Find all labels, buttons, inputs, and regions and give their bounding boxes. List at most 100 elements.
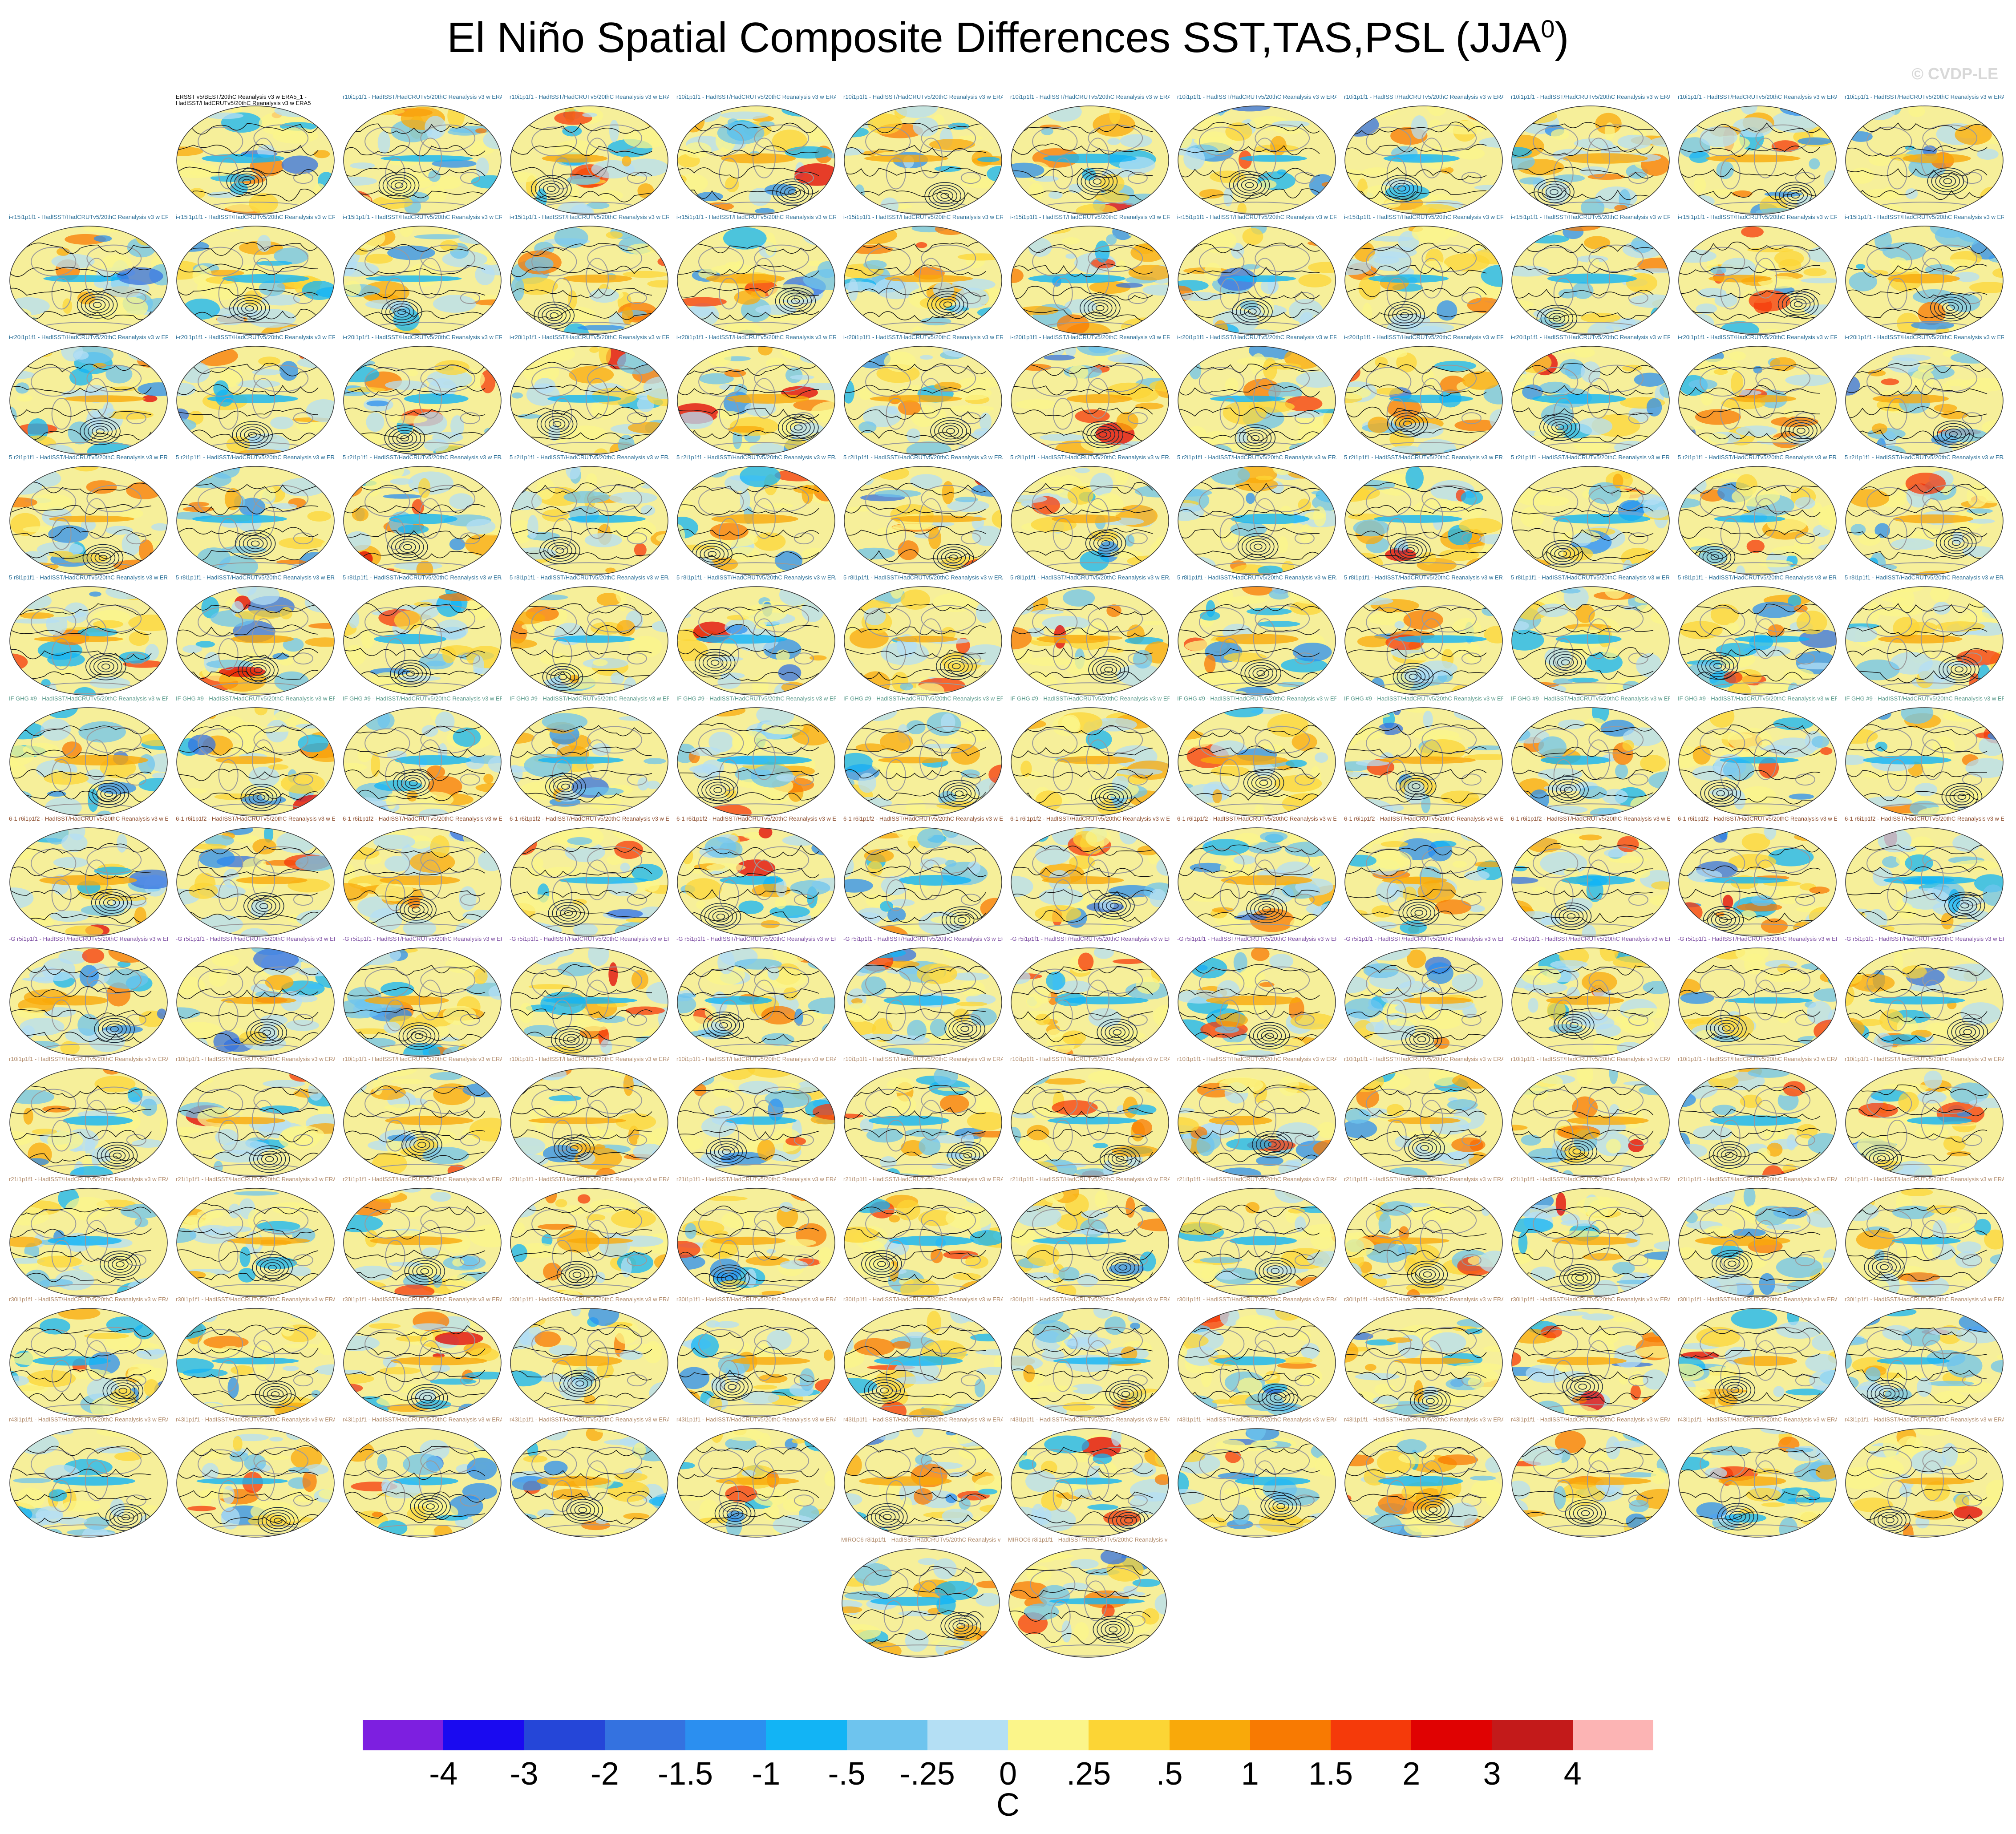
composite-map	[176, 1428, 335, 1538]
composite-map	[510, 947, 668, 1057]
title-superscript: 0	[1541, 15, 1555, 43]
composite-map	[9, 466, 168, 575]
composite-map	[1511, 1308, 1670, 1417]
map-panel: r10i1p1f1 - HadISST/HadCRUTv5/20thC Rean…	[176, 1056, 335, 1178]
map-panel: r43i1p1f1 - HadISST/HadCRUTv5/20thC Rean…	[1678, 1416, 1837, 1539]
panel-label: -G r5i1p1f1 - HadISST/HadCRUTv5/20thC Re…	[510, 935, 669, 942]
composite-map	[1511, 947, 1670, 1057]
panel-label: IF GHG #9 - HadISST/HadCRUTv5/20thC Rean…	[1344, 695, 1503, 702]
composite-map	[343, 1068, 502, 1177]
map-panel: r10i1p1f1 - HadISST/HadCRUTv5/20thC Rean…	[843, 93, 1003, 216]
composite-map	[1344, 947, 1503, 1057]
panel-label: i-r15i1p1f1 - HadISST/HadCRUTv5/20thC Re…	[1010, 214, 1170, 220]
map-panel: r21i1p1f1 - HadISST/HadCRUTv5/20thC Rean…	[676, 1176, 836, 1299]
composite-map	[176, 1188, 335, 1297]
panel-label: r30i1p1f1 - HadISST/HadCRUTv5/20thC Rean…	[1010, 1296, 1170, 1303]
composite-map	[844, 1308, 1002, 1417]
panel-label: 5 r2i1p1f1 - HadISST/HadCRUTv5/20thC Rea…	[176, 454, 335, 461]
composite-map	[1011, 346, 1169, 455]
panel-label: r30i1p1f1 - HadISST/HadCRUTv5/20thC Rean…	[676, 1296, 836, 1303]
map-panel: r30i1p1f1 - HadISST/HadCRUTv5/20thC Rean…	[1344, 1296, 1503, 1419]
map-panel: 5 r8i1p1f1 - HadISST/HadCRUTv5/20thC Rea…	[9, 574, 168, 697]
figure-title: El Niño Spatial Composite Differences SS…	[447, 14, 1569, 61]
composite-map	[9, 226, 168, 335]
composite-map	[9, 1428, 168, 1538]
panel-label: r30i1p1f1 - HadISST/HadCRUTv5/20thC Rean…	[1511, 1296, 1670, 1303]
panel-label: i-r15i1p1f1 - HadISST/HadCRUTv5/20thC Re…	[1344, 214, 1503, 220]
map-panel: 5 r2i1p1f1 - HadISST/HadCRUTv5/20thC Rea…	[1678, 454, 1837, 577]
map-panel: r43i1p1f1 - HadISST/HadCRUTv5/20thC Rean…	[676, 1416, 836, 1539]
panel-label: 6-1 r6i1p1f2 - HadISST/HadCRUTv5/20thC R…	[1845, 815, 2004, 822]
map-panel: IF GHG #9 - HadISST/HadCRUTv5/20thC Rean…	[343, 695, 502, 818]
map-panel: r30i1p1f1 - HadISST/HadCRUTv5/20thC Rean…	[676, 1296, 836, 1419]
panel-label: r21i1p1f1 - HadISST/HadCRUTv5/20thC Rean…	[1010, 1176, 1170, 1182]
panel-label: i-r20i1p1f1 - HadISST/HadCRUTv5/20thC Re…	[1678, 334, 1837, 340]
map-panel: -G r5i1p1f1 - HadISST/HadCRUTv5/20thC Re…	[1678, 935, 1837, 1058]
composite-map	[1178, 105, 1336, 215]
composite-map	[176, 707, 335, 817]
composite-map	[844, 105, 1002, 215]
panel-label: IF GHG #9 - HadISST/HadCRUTv5/20thC Rean…	[1177, 695, 1336, 702]
panel-label: IF GHG #9 - HadISST/HadCRUTv5/20thC Rean…	[1511, 695, 1670, 702]
composite-map	[1178, 1188, 1336, 1297]
colorbar-segment	[1089, 1720, 1170, 1750]
composite-map	[1678, 346, 1837, 455]
panel-label: 5 r8i1p1f1 - HadISST/HadCRUTv5/20thC Rea…	[1678, 574, 1837, 581]
colorbar-segment	[1169, 1720, 1250, 1750]
panel-label: 5 r8i1p1f1 - HadISST/HadCRUTv5/20thC Rea…	[510, 574, 669, 581]
map-panel: i-r15i1p1f1 - HadISST/HadCRUTv5/20thC Re…	[1177, 214, 1336, 336]
panel-label: i-r20i1p1f1 - HadISST/HadCRUTv5/20thC Re…	[1845, 334, 2004, 340]
map-panel: r30i1p1f1 - HadISST/HadCRUTv5/20thC Rean…	[176, 1296, 335, 1419]
composite-map	[176, 827, 335, 937]
panel-label: IF GHG #9 - HadISST/HadCRUTv5/20thC Rean…	[843, 695, 1003, 702]
panel-label: r30i1p1f1 - HadISST/HadCRUTv5/20thC Rean…	[1177, 1296, 1336, 1303]
composite-map	[1845, 105, 2004, 215]
panel-label: -G r5i1p1f1 - HadISST/HadCRUTv5/20thC Re…	[1845, 935, 2004, 942]
map-panel: 5 r8i1p1f1 - HadISST/HadCRUTv5/20thC Rea…	[1511, 574, 1670, 697]
map-panel: -G r5i1p1f1 - HadISST/HadCRUTv5/20thC Re…	[343, 935, 502, 1058]
panel-label: r10i1p1f1 - HadISST/HadCRUTv5/20thC Rean…	[9, 1056, 168, 1062]
map-panel: r21i1p1f1 - HadISST/HadCRUTv5/20thC Rean…	[1344, 1176, 1503, 1299]
map-panel: r10i1p1f1 - HadISST/HadCRUTv5/20thC Rean…	[1344, 93, 1503, 216]
map-panel: 5 r2i1p1f1 - HadISST/HadCRUTv5/20thC Rea…	[9, 454, 168, 577]
colorbar-segment	[1492, 1720, 1573, 1750]
composite-map	[1678, 466, 1837, 575]
panel-label: 6-1 r6i1p1f2 - HadISST/HadCRUTv5/20thC R…	[510, 815, 669, 822]
panel-label: i-r20i1p1f1 - HadISST/HadCRUTv5/20thC Re…	[843, 334, 1003, 340]
panel-label: r43i1p1f1 - HadISST/HadCRUTv5/20thC Rean…	[1010, 1416, 1170, 1423]
composite-map	[677, 1308, 835, 1417]
map-panel: r30i1p1f1 - HadISST/HadCRUTv5/20thC Rean…	[1678, 1296, 1837, 1419]
panel-label: r10i1p1f1 - HadISST/HadCRUTv5/20thC Rean…	[843, 1056, 1003, 1062]
composite-map	[677, 707, 835, 817]
panel-label: 6-1 r6i1p1f2 - HadISST/HadCRUTv5/20thC R…	[1010, 815, 1170, 822]
composite-map	[1678, 1068, 1837, 1177]
composite-map	[1511, 1188, 1670, 1297]
colorbar-tick-label: -2	[590, 1756, 619, 1792]
composite-map	[510, 1188, 668, 1297]
composite-map	[1011, 1068, 1169, 1177]
map-panel: r30i1p1f1 - HadISST/HadCRUTv5/20thC Rean…	[1511, 1296, 1670, 1419]
composite-map	[510, 226, 668, 335]
panel-label: IF GHG #9 - HadISST/HadCRUTv5/20thC Rean…	[1845, 695, 2004, 702]
map-panel: i-r20i1p1f1 - HadISST/HadCRUTv5/20thC Re…	[9, 334, 168, 457]
colorbar-segment	[766, 1720, 847, 1750]
composite-map	[510, 1068, 668, 1177]
panel-label: r21i1p1f1 - HadISST/HadCRUTv5/20thC Rean…	[676, 1176, 836, 1182]
panel-label: 5 r8i1p1f1 - HadISST/HadCRUTv5/20thC Rea…	[1177, 574, 1336, 581]
panel-label: 5 r2i1p1f1 - HadISST/HadCRUTv5/20thC Rea…	[343, 454, 502, 461]
composite-map	[1678, 105, 1837, 215]
map-panel: r21i1p1f1 - HadISST/HadCRUTv5/20thC Rean…	[510, 1176, 669, 1299]
map-panel: r10i1p1f1 - HadISST/HadCRUTv5/20thC Rean…	[1010, 93, 1170, 216]
composite-map	[1845, 466, 2004, 575]
panel-label: 5 r2i1p1f1 - HadISST/HadCRUTv5/20thC Rea…	[1511, 454, 1670, 461]
composite-map	[1678, 827, 1837, 937]
panel-label: MIROC6 r8i1p1f1 - HadISST/HadCRUTv5/20th…	[1008, 1536, 1167, 1543]
map-panel: 6-1 r6i1p1f2 - HadISST/HadCRUTv5/20thC R…	[1511, 815, 1670, 938]
composite-map	[1344, 1428, 1503, 1538]
composite-map	[1845, 1308, 2004, 1417]
panel-label: ERSST v5/BEST/20thC Reanalysis v3 w ERA5…	[176, 93, 307, 100]
panel-label: r30i1p1f1 - HadISST/HadCRUTv5/20thC Rean…	[843, 1296, 1003, 1303]
panel-label: 5 r8i1p1f1 - HadISST/HadCRUTv5/20thC Rea…	[176, 574, 335, 581]
map-panel: i-r20i1p1f1 - HadISST/HadCRUTv5/20thC Re…	[176, 334, 335, 457]
panel-label: r10i1p1f1 - HadISST/HadCRUTv5/20thC Rean…	[1177, 93, 1336, 100]
